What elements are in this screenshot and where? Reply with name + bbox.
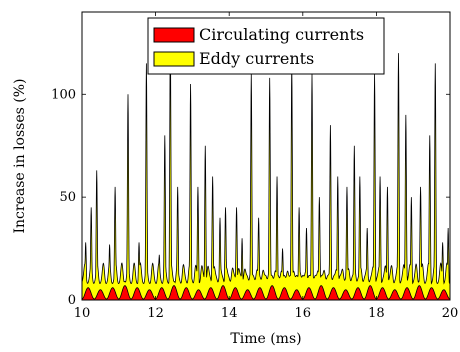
x-tick-label: 10 [74, 306, 91, 321]
y-tick-label: 100 [51, 87, 76, 102]
y-tick-label: 50 [59, 190, 76, 205]
y-tick-label: 0 [68, 293, 76, 308]
x-tick-label: 14 [221, 306, 238, 321]
plot-area [81, 11, 451, 301]
axis-ticks: 10 12 14 16 18 20 0 50 100 [51, 12, 458, 321]
x-tick-label: 18 [368, 306, 385, 321]
legend: Circulating currents Eddy currents [147, 17, 385, 75]
plot-frame [81, 11, 451, 301]
x-axis-title: Time (ms) [230, 331, 301, 347]
x-tick-label: 20 [442, 306, 459, 321]
x-tick-label: 12 [147, 306, 164, 321]
series-circulating-currents-area [82, 285, 450, 300]
y-axis-title: Increase in losses (%) [12, 79, 28, 234]
legend-swatch-circulating [153, 27, 195, 43]
legend-label-eddy: Eddy currents [199, 49, 314, 68]
series-eddy-currents-line [82, 32, 450, 285]
series-circulating-currents-line [82, 285, 450, 300]
x-tick-label: 16 [295, 306, 312, 321]
legend-label-circulating: Circulating currents [199, 25, 364, 44]
legend-swatch-eddy [153, 51, 195, 67]
